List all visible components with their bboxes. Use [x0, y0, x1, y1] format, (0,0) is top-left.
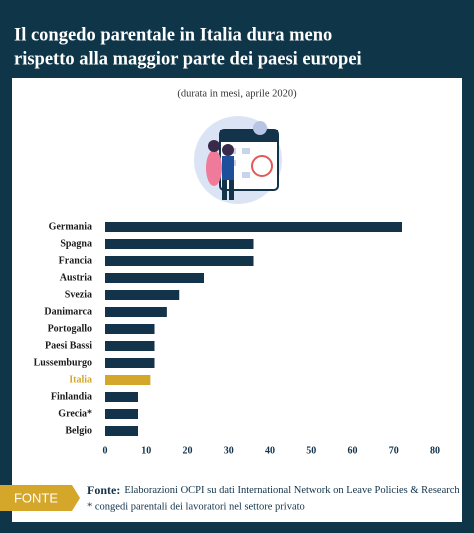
x-tick-label: 60	[348, 445, 358, 456]
source-tag-text: FONTE	[14, 490, 58, 505]
bar	[105, 256, 254, 266]
x-tick-label: 10	[141, 445, 151, 456]
bar	[105, 290, 180, 300]
y-tick-label: Francia	[59, 255, 92, 266]
y-tick-label: Austria	[60, 272, 92, 283]
source-tag: FONTE	[0, 485, 80, 511]
y-tick-label: Portogallo	[48, 323, 92, 334]
x-tick-label: 80	[430, 445, 440, 456]
source: Fonte: Elaborazioni OCPI su dati Internat…	[87, 483, 460, 497]
y-tick-label: Danimarca	[44, 306, 92, 317]
source-label: Fonte:	[87, 483, 120, 497]
bar	[105, 426, 138, 436]
y-tick-label: Belgio	[65, 425, 92, 436]
bar	[105, 392, 138, 402]
y-tick-label: Lussemburgo	[34, 357, 92, 368]
note: * congedi parentali dei lavoratori nel s…	[87, 501, 305, 512]
chart-subtitle: (durata in mesi, aprile 2020)	[177, 88, 297, 99]
y-tick-label: Finlandia	[51, 391, 92, 402]
chart-title: Il congedo parentale in Italia dura meno	[14, 25, 332, 45]
x-tick-label: 50	[306, 445, 316, 456]
bar	[105, 324, 155, 334]
x-tick-label: 0	[103, 445, 108, 456]
x-tick-label: 40	[265, 445, 275, 456]
y-tick-label: Paesi Bassi	[45, 340, 92, 351]
x-tick-label: 70	[389, 445, 399, 456]
bar	[105, 341, 155, 351]
y-tick-label: Grecia*	[58, 408, 92, 419]
bar	[105, 409, 138, 419]
y-tick-label: Italia	[69, 374, 92, 385]
y-tick-label: Germania	[49, 221, 92, 232]
x-tick-label: 20	[183, 445, 193, 456]
bar	[105, 307, 167, 317]
x-tick-label: 30	[224, 445, 234, 456]
chart-title: rispetto alla maggior parte dei paesi eu…	[14, 49, 362, 69]
bar	[105, 375, 151, 385]
bar	[105, 273, 204, 283]
y-tick-label: Svezia	[65, 289, 92, 300]
bar	[105, 358, 155, 368]
bar	[105, 222, 402, 232]
y-tick-label: Spagna	[60, 238, 92, 249]
bar	[105, 239, 254, 249]
source-text: Elaborazioni OCPI su dati International …	[124, 485, 460, 496]
illustration	[194, 116, 282, 204]
